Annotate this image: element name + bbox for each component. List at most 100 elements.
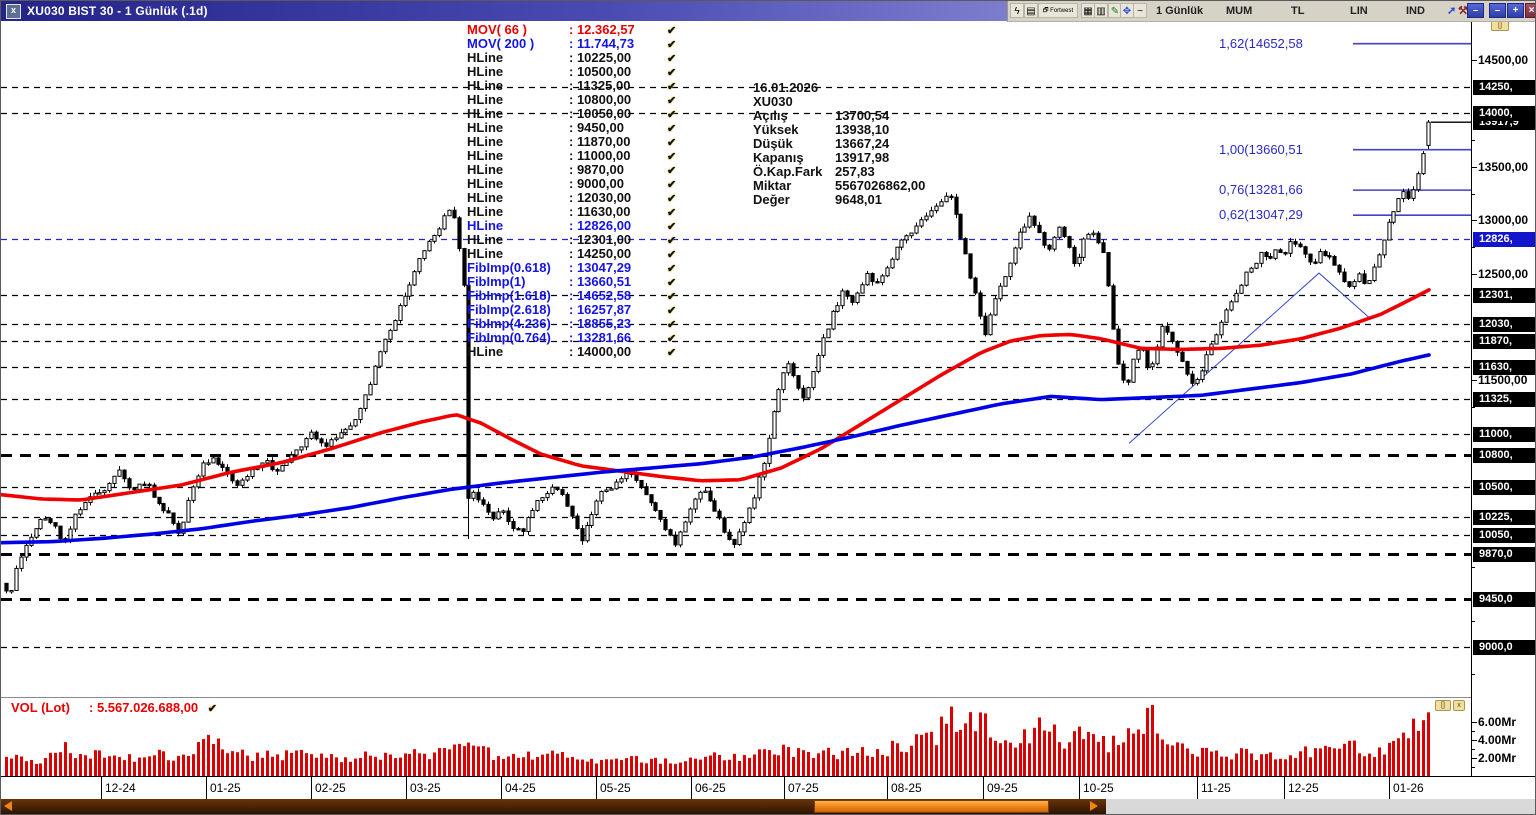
candle-body: [122, 469, 127, 480]
legend-row[interactable]: HLine: 14000,00 ✔: [467, 345, 677, 360]
hand-marker-icon[interactable]: ✔: [667, 193, 677, 205]
toolbar-button-lin[interactable]: LIN: [1350, 5, 1368, 17]
hand-marker-icon[interactable]: ✔: [667, 137, 677, 149]
legend-row[interactable]: FibImp(4.236): 18855,23 ✔: [467, 317, 677, 332]
legend-row[interactable]: FibImp(1.618): 14652,58 ✔: [467, 289, 677, 304]
hand-marker-icon[interactable]: ✔: [667, 67, 677, 79]
hand-marker-icon[interactable]: ✔: [667, 25, 677, 37]
legend-row[interactable]: FibImp(2.618): 16257,87 ✔: [467, 303, 677, 318]
volume-pane-close-button[interactable]: x: [1453, 700, 1465, 711]
candle-body: [688, 508, 693, 523]
hand-marker-icon[interactable]: ✔: [667, 207, 677, 219]
close-button[interactable]: ×: [1525, 3, 1535, 18]
candle-body: [658, 509, 663, 520]
legend-row[interactable]: FibImp(0.764): 13281,66 ✔: [467, 331, 677, 346]
candle-body: [452, 209, 457, 219]
hand-marker-icon[interactable]: ✔: [667, 221, 677, 233]
toolbar-button-ind[interactable]: IND: [1406, 5, 1425, 17]
hand-marker-icon[interactable]: ✔: [667, 305, 677, 317]
scroll-left-arrow-icon[interactable]: [4, 801, 12, 811]
volume-pane-restore-button[interactable]: []: [1435, 700, 1451, 711]
legend-row[interactable]: HLine: 11870,00 ✔: [467, 135, 677, 150]
volume-bar: [571, 756, 574, 776]
hand-marker-icon[interactable]: ✔: [667, 347, 677, 359]
candle-body: [176, 522, 181, 534]
tools-icon[interactable]: ⚒: [1458, 5, 1468, 17]
info-row: Kapanış 13917,98: [753, 151, 925, 165]
indicator-wave-icon[interactable]: ~: [1133, 3, 1147, 18]
hand-marker-icon[interactable]: ✔: [667, 53, 677, 65]
volume-bar: [782, 744, 785, 776]
hand-marker-icon[interactable]: ✔: [667, 277, 677, 289]
legend-row[interactable]: HLine: 9870,00 ✔: [467, 163, 677, 178]
scroll-right-arrow-icon[interactable]: [1090, 801, 1098, 811]
hand-marker-icon[interactable]: ✔: [667, 123, 677, 135]
legend-row[interactable]: HLine: 9000,00 ✔: [467, 177, 677, 192]
link-arrow-icon[interactable]: ➚: [1447, 5, 1457, 17]
hand-marker-icon[interactable]: ✔: [667, 165, 677, 177]
legend-row[interactable]: FibImp(0.618): 13047,29 ✔: [467, 261, 677, 276]
hand-marker-icon[interactable]: ✔: [667, 95, 677, 107]
maximize-button[interactable]: +: [1507, 3, 1524, 18]
spring-icon[interactable]: ϟ: [1010, 3, 1024, 18]
hand-marker-icon[interactable]: ✔: [667, 319, 677, 331]
close-icon[interactable]: x: [6, 3, 21, 19]
hand-marker-icon[interactable]: ✔: [667, 249, 677, 261]
hand-marker-icon[interactable]: ✔: [667, 109, 677, 121]
toolbar-button-mum[interactable]: MUM: [1226, 5, 1253, 17]
volume-bar: [369, 755, 372, 776]
legend-row[interactable]: HLine: 14250,00 ✔: [467, 247, 677, 262]
hand-marker-icon[interactable]: ✔: [667, 179, 677, 191]
time-axis[interactable]: 12-24 01-25 02-25 03-25 04-25 05-25 06-25 07-25…: [1, 776, 1535, 799]
hand-marker-icon[interactable]: ✔: [667, 333, 677, 345]
candle-body: [407, 284, 412, 297]
hand-marker-icon[interactable]: ✔: [667, 263, 677, 275]
compass-icon[interactable]: ✥: [1120, 3, 1134, 18]
matrix-icon[interactable]: ▦: [1081, 3, 1095, 18]
candle-body: [1165, 325, 1170, 333]
candle-body: [1077, 256, 1082, 265]
price-axis[interactable]: 13917,9 14250, 14000, 12826, 12301, 12030, 118…: [1471, 21, 1535, 798]
candle-body: [722, 517, 727, 533]
chart-type-icon[interactable]: ▥: [1094, 3, 1108, 18]
hand-marker-icon[interactable]: ✔: [667, 81, 677, 93]
legend-row[interactable]: HLine: 10050,00 ✔: [467, 107, 677, 122]
title-bar[interactable]: x XU030 BIST 30 - 1 Günlük (.1d): [1, 1, 1007, 21]
hand-marker-icon[interactable]: ✔: [667, 151, 677, 163]
toolbar-button-tl[interactable]: TL: [1291, 5, 1305, 17]
pane-splitter[interactable]: [1, 697, 1471, 698]
minimize-2-button[interactable]: –: [1489, 3, 1506, 18]
fortwest-window-icon[interactable]: 🗗 Fortwest: [1038, 3, 1078, 18]
legend-row[interactable]: MOV( 200 ): 11.744,73 ✔: [467, 37, 677, 52]
legend-row[interactable]: HLine: 10225,00 ✔: [467, 51, 677, 66]
hand-marker-icon[interactable]: ✔: [667, 235, 677, 247]
candle-body: [1052, 236, 1057, 250]
legend-row[interactable]: HLine: 9450,00 ✔: [467, 121, 677, 136]
hand-marker-icon[interactable]: ✔: [667, 291, 677, 303]
volume-bar: [118, 757, 121, 776]
legend-row[interactable]: MOV( 66 ): 12.362,57 ✔: [467, 23, 677, 38]
alarm-icon[interactable]: ▤: [1024, 3, 1038, 18]
legend-row[interactable]: HLine: 12301,00 ✔: [467, 233, 677, 248]
legend-row[interactable]: HLine: 10800,00 ✔: [467, 93, 677, 108]
month-label: 04-25: [505, 781, 536, 795]
candle-body: [1327, 255, 1332, 258]
legend-row[interactable]: HLine: 11325,00 ✔: [467, 79, 677, 94]
legend-row[interactable]: HLine: 10500,00 ✔: [467, 65, 677, 80]
month-tick: [406, 777, 407, 799]
hand-marker-icon[interactable]: ✔: [207, 703, 217, 715]
chart-scrollbar[interactable]: [1, 799, 1535, 814]
volume-bar: [1097, 741, 1100, 776]
scrollbar-thumb[interactable]: [814, 800, 1049, 813]
legend-row[interactable]: HLine: 11000,00 ✔: [467, 149, 677, 164]
legend-row[interactable]: HLine: 12826,00 ✔: [467, 219, 677, 234]
toolbar-button-1-günlük[interactable]: 1 Günlük: [1156, 5, 1204, 17]
volume-bar: [576, 759, 579, 776]
hand-marker-icon[interactable]: ✔: [667, 39, 677, 51]
minimize-button[interactable]: –: [1467, 3, 1484, 18]
legend-row[interactable]: HLine: 11630,00 ✔: [467, 205, 677, 220]
volume-legend-row[interactable]: VOL (Lot): 5.567.026.688,00 ✔: [11, 700, 217, 715]
legend-row[interactable]: FibImp(1): 13660,51 ✔: [467, 275, 677, 290]
legend-row[interactable]: HLine: 12030,00 ✔: [467, 191, 677, 206]
